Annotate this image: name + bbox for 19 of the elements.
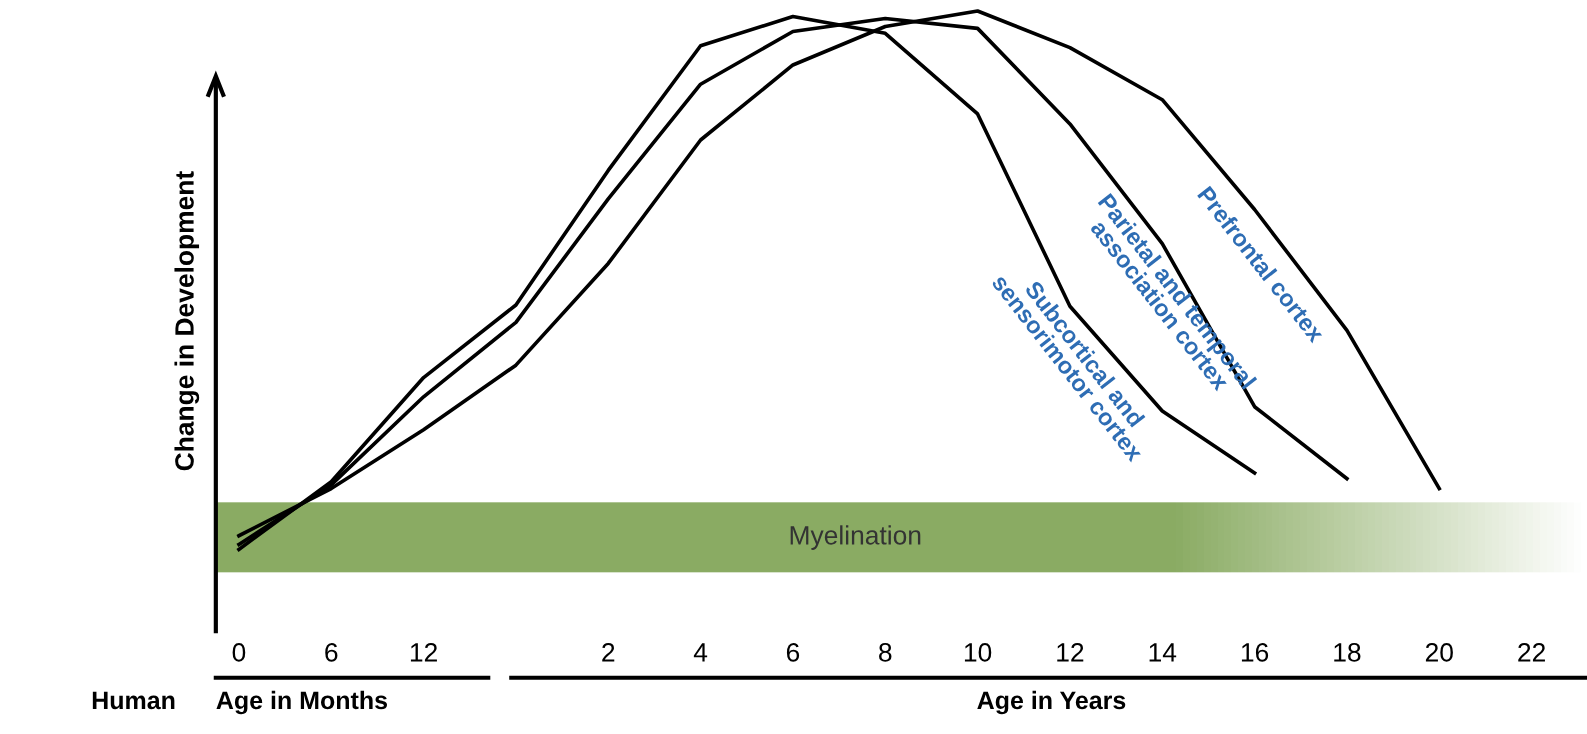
- x-tick-label: 14: [1149, 643, 1177, 662]
- x-tick-label: 12: [410, 643, 437, 662]
- x-tick-label: 12: [1057, 643, 1084, 662]
- x-tick-label: 10: [964, 643, 992, 662]
- x-tick-label: 22: [1518, 643, 1545, 662]
- y-axis-title: Change in Development: [174, 171, 200, 471]
- x-tick-label: 6: [786, 643, 800, 662]
- x-tick-label: 2: [602, 643, 615, 662]
- x-tick-label: 0: [232, 643, 246, 662]
- x-tick-label: 8: [879, 643, 892, 662]
- x-tick-label: 4: [693, 643, 708, 662]
- text: Human: [92, 691, 175, 710]
- text: Age in Years: [977, 690, 1126, 715]
- x-tick-label: 18: [1334, 643, 1361, 662]
- x-tick-label: 20: [1425, 643, 1453, 662]
- text: Age in Months: [216, 690, 388, 715]
- x-tick-label: 16: [1241, 643, 1269, 662]
- x-tick-label: 6: [325, 643, 338, 662]
- band-label: Myelination: [790, 525, 921, 550]
